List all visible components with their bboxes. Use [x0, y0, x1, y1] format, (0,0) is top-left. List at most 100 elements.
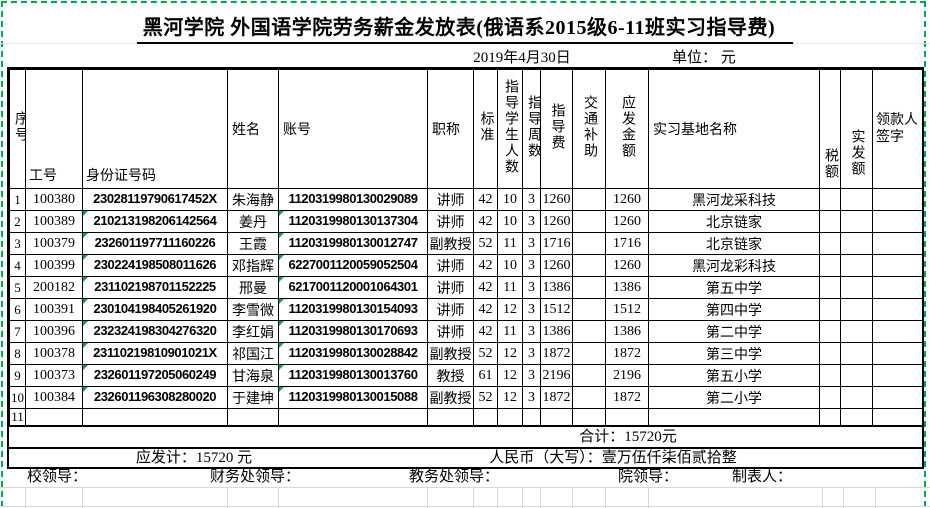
cell-base[interactable]: 第二小学 — [648, 386, 820, 409]
cell-students[interactable]: 12 — [497, 364, 523, 387]
cell-emp-id[interactable]: 100378 — [25, 342, 83, 365]
cell-account[interactable]: 1120319980130029089 — [278, 188, 428, 211]
cell-tax[interactable] — [819, 188, 841, 211]
cell-base[interactable]: 北京链家 — [648, 232, 820, 255]
cell-weeks[interactable]: 3 — [522, 386, 541, 409]
cell-students[interactable] — [497, 408, 523, 426]
cell-tax[interactable] — [819, 298, 841, 321]
cell-weeks[interactable]: 3 — [522, 188, 541, 211]
cell-title[interactable]: 讲师 — [427, 188, 474, 211]
cell-transport[interactable] — [572, 408, 606, 426]
header-emp-id[interactable]: 工号 — [25, 69, 83, 189]
cell-students[interactable]: 11 — [497, 276, 523, 299]
cell-students[interactable]: 10 — [497, 188, 523, 211]
cell-sign[interactable] — [872, 188, 923, 211]
header-payable[interactable]: 应发金额 — [605, 69, 649, 189]
cell-payable[interactable]: 2196 — [605, 364, 649, 387]
cell-title[interactable]: 讲师 — [427, 210, 474, 233]
cell-name[interactable]: 李雪微 — [227, 298, 279, 321]
cell-account[interactable]: 1120319980130154093 — [278, 298, 428, 321]
cell-transport[interactable] — [572, 210, 606, 233]
cell-students[interactable]: 12 — [497, 298, 523, 321]
cell-name[interactable]: 于建坤 — [227, 386, 279, 409]
cell-standard[interactable]: 42 — [473, 298, 498, 321]
cell-account[interactable]: 1120319980130170693 — [278, 320, 428, 343]
cell-emp-id[interactable]: 100391 — [25, 298, 83, 321]
cell-fee[interactable]: 1716 — [540, 232, 573, 255]
cell-sign[interactable] — [872, 386, 923, 409]
cell-base[interactable]: 北京链家 — [648, 210, 820, 233]
cell-tax[interactable] — [819, 276, 841, 299]
cell-title[interactable]: 讲师 — [427, 254, 474, 277]
cell-emp-id[interactable] — [25, 408, 83, 426]
cell-weeks[interactable] — [522, 408, 541, 426]
cell-fee[interactable]: 2196 — [540, 364, 573, 387]
cell-id-card[interactable]: 230224198508011626 — [82, 254, 228, 277]
cell-base[interactable]: 第五中学 — [648, 276, 820, 299]
cell-transport[interactable] — [572, 276, 606, 299]
cell-sign[interactable] — [872, 254, 923, 277]
cell-title[interactable]: 讲师 — [427, 320, 474, 343]
cell-id-card[interactable]: 232601197205060249 — [82, 364, 228, 387]
cell-base[interactable]: 第四中学 — [648, 298, 820, 321]
cell-seq[interactable]: 1 — [9, 188, 26, 211]
cell-seq[interactable]: 5 — [9, 276, 26, 299]
cell-account[interactable]: 1120319980130013760 — [278, 364, 428, 387]
cell-net[interactable] — [840, 254, 873, 277]
cell-account[interactable]: 6217001120001064301 — [278, 276, 428, 299]
cell-id-card[interactable]: 23110219810901021X — [82, 342, 228, 365]
cell-emp-id[interactable]: 100389 — [25, 210, 83, 233]
cell-seq[interactable]: 6 — [9, 298, 26, 321]
cell-standard[interactable]: 42 — [473, 320, 498, 343]
cell-sign[interactable] — [872, 408, 923, 426]
cell-tax[interactable] — [819, 386, 841, 409]
cell-standard[interactable]: 42 — [473, 210, 498, 233]
cell-weeks[interactable]: 3 — [522, 276, 541, 299]
cell-payable[interactable]: 1512 — [605, 298, 649, 321]
header-students[interactable]: 指导学生人数 — [497, 69, 523, 189]
cell-standard[interactable]: 52 — [473, 232, 498, 255]
cell-net[interactable] — [840, 364, 873, 387]
cell-seq[interactable]: 3 — [9, 232, 26, 255]
cell-name[interactable]: 邢曼 — [227, 276, 279, 299]
header-title[interactable]: 职称 — [427, 69, 474, 189]
cell-students[interactable]: 11 — [497, 320, 523, 343]
cell-name[interactable]: 甘海泉 — [227, 364, 279, 387]
cell-payable[interactable]: 1260 — [605, 254, 649, 277]
cell-base[interactable] — [648, 408, 820, 426]
cell-net[interactable] — [840, 210, 873, 233]
cell-seq[interactable]: 2 — [9, 210, 26, 233]
cell-emp-id[interactable]: 100399 — [25, 254, 83, 277]
header-net[interactable]: 实发额 — [840, 69, 873, 189]
cell-net[interactable] — [840, 320, 873, 343]
cell-net[interactable] — [840, 386, 873, 409]
cell-account[interactable]: 6227001120059052504 — [278, 254, 428, 277]
cell-title[interactable]: 教授 — [427, 364, 474, 387]
cell-sign[interactable] — [872, 276, 923, 299]
cell-net[interactable] — [840, 342, 873, 365]
cell-base[interactable]: 黑河龙采科技 — [648, 188, 820, 211]
cell-standard[interactable]: 61 — [473, 364, 498, 387]
cell-payable[interactable]: 1872 — [605, 386, 649, 409]
cell-sign[interactable] — [872, 320, 923, 343]
cell-name[interactable]: 邓指辉 — [227, 254, 279, 277]
cell-title[interactable]: 讲师 — [427, 298, 474, 321]
cell-weeks[interactable]: 3 — [522, 210, 541, 233]
cell-tax[interactable] — [819, 254, 841, 277]
cell-students[interactable]: 10 — [497, 210, 523, 233]
cell-base[interactable]: 第三中学 — [648, 342, 820, 365]
cell-account[interactable] — [278, 408, 428, 426]
cell-seq[interactable]: 4 — [9, 254, 26, 277]
cell-standard[interactable]: 42 — [473, 276, 498, 299]
cell-students[interactable]: 11 — [497, 232, 523, 255]
cell-id-card[interactable] — [82, 408, 228, 426]
cell-seq[interactable]: 10 — [9, 386, 26, 409]
cell-emp-id[interactable]: 100379 — [25, 232, 83, 255]
header-account[interactable]: 账号 — [278, 69, 428, 189]
cell-transport[interactable] — [572, 188, 606, 211]
cell-net[interactable] — [840, 188, 873, 211]
cell-sign[interactable] — [872, 210, 923, 233]
cell-transport[interactable] — [572, 298, 606, 321]
cell-students[interactable]: 10 — [497, 254, 523, 277]
cell-tax[interactable] — [819, 342, 841, 365]
